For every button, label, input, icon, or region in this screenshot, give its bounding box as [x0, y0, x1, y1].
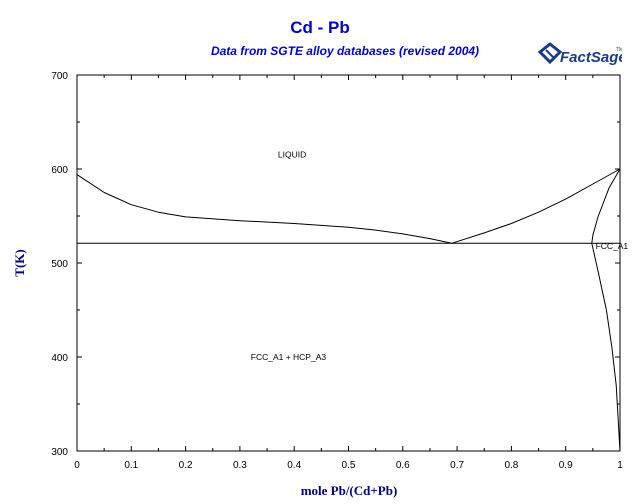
phase-boundaries — [76, 168, 621, 452]
phase-boundary-line-1 — [76, 174, 452, 244]
logo-text: FactSage — [560, 49, 622, 66]
phase-region-label: LIQUID — [278, 150, 306, 160]
x-tick-label: 0.1 — [124, 460, 138, 471]
y-axis-label: T(K) — [12, 249, 27, 276]
x-tick-label: 0.4 — [287, 460, 301, 471]
x-tick-label: 0.7 — [450, 460, 464, 471]
x-tick-label: 0.9 — [559, 460, 573, 471]
factsage-logo: FactSage TM — [537, 42, 622, 66]
logo-trademark: TM — [616, 47, 622, 53]
axis-ticks: 0 0.1 0.2 0.3 0.4 0.5 0.6 0.7 0.8 0.9 1 300 400 500 60… — [51, 71, 623, 471]
x-tick-label: 0.2 — [179, 460, 193, 471]
x-tick-label: 1 — [617, 460, 623, 471]
y-tick-label: 500 — [51, 259, 68, 270]
y-tick-label: 400 — [51, 353, 68, 364]
x-tick-label: 0 — [74, 460, 80, 471]
phase-boundary-line-5 — [591, 243, 621, 452]
chart-title: Cd - Pb — [290, 18, 350, 37]
x-tick-label: 0.6 — [396, 460, 410, 471]
plot-frame — [76, 74, 621, 452]
y-tick-label: 300 — [51, 447, 68, 458]
phase-boundary-line-2 — [451, 168, 621, 244]
y-tick-label: 600 — [51, 165, 68, 176]
phase-boundary-line-4 — [591, 168, 621, 244]
factsage-logo-icon — [537, 42, 563, 65]
phase-region-label: FCC_A1 — [596, 241, 629, 251]
x-axis-label: mole Pb/(Cd+Pb) — [301, 483, 398, 498]
x-tick-label: 0.5 — [342, 460, 356, 471]
x-tick-label: 0.8 — [504, 460, 518, 471]
region-labels: LIQUID FCC_A1 + HCP_A3 FCC_A1 — [251, 150, 629, 362]
chart-subtitle: Data from SGTE alloy databases (revised … — [210, 44, 480, 58]
phase-region-label: FCC_A1 + HCP_A3 — [251, 352, 327, 362]
x-tick-label: 0.3 — [233, 460, 247, 471]
y-tick-label: 700 — [51, 71, 68, 82]
